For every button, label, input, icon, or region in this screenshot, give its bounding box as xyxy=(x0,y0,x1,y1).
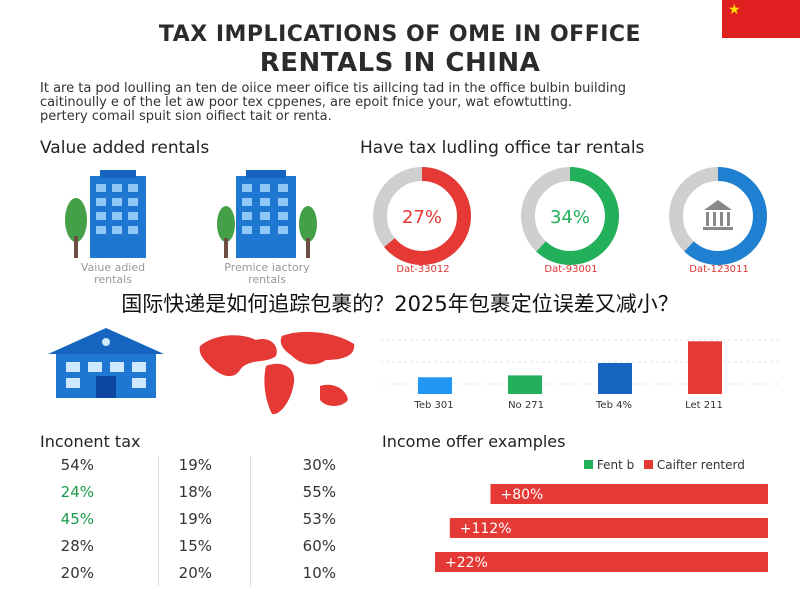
donut-caption-1: Dat-33012 xyxy=(396,264,450,275)
caption-line: rentals xyxy=(248,273,286,286)
donut-arc xyxy=(521,167,619,265)
donut-arc xyxy=(669,167,767,265)
intro-line-3: pertery comail spuit sion oifiect tait o… xyxy=(40,109,332,124)
donut-value-label: 27% xyxy=(402,207,442,228)
chart-legend: Fent b Caifter renterd xyxy=(584,458,745,472)
page-title-line2: RENTALS IN CHINA xyxy=(259,48,541,78)
column-label-4: Let 211 xyxy=(685,400,723,411)
column-chart xyxy=(380,339,780,394)
building-icon-1 xyxy=(65,170,146,258)
donut-group: 27% 34% xyxy=(373,167,767,265)
legend-label-2: Caifter renterd xyxy=(656,458,745,472)
bank-pillar xyxy=(720,212,723,226)
column-label-1: Teb 301 xyxy=(414,400,454,411)
chart-title: Income offer examples xyxy=(382,432,566,451)
table-cell: 18% xyxy=(178,483,212,501)
column-label-3: Teb 4% xyxy=(596,400,632,411)
column-bar xyxy=(418,377,452,394)
table-cell: 54% xyxy=(60,456,94,474)
table-cell: 20% xyxy=(60,564,94,582)
table-cell: 10% xyxy=(302,564,336,582)
intro-line-2: caitinoully e of the let aw poor tex cpp… xyxy=(40,95,573,110)
table-cell: 28% xyxy=(60,537,94,555)
table-cell: 19% xyxy=(178,510,212,528)
table-cell: 55% xyxy=(302,483,336,501)
table-divider xyxy=(250,456,251,586)
table-cell: 15% xyxy=(178,537,212,555)
bank-base xyxy=(703,227,733,230)
caption-line: rentals xyxy=(94,273,132,286)
table-cell: 60% xyxy=(302,537,336,555)
income-bar-label: +22% xyxy=(445,555,488,571)
table-cell: 53% xyxy=(302,510,336,528)
legend-swatch-red xyxy=(644,460,654,469)
table-cell: 30% xyxy=(302,456,336,474)
column-bar xyxy=(508,375,542,394)
legend-label-1: Fent b xyxy=(596,458,635,472)
income-bar xyxy=(435,552,768,572)
income-bar-chart: +80% +112% +22% xyxy=(435,484,768,572)
table-cell: 19% xyxy=(178,456,212,474)
income-bar-label: +112% xyxy=(460,521,512,537)
caption-line: Vaiue adied xyxy=(80,261,146,274)
building-icon-2 xyxy=(217,170,317,258)
donut-caption-3: Dat-123011 xyxy=(689,264,749,275)
flag-star-icon: ★ xyxy=(728,2,741,18)
donut-value-label: 34% xyxy=(550,207,590,228)
overlay-headline: 国际快递是如何追踪包裹的？2025年包裹定位误差又减小？ xyxy=(0,288,800,320)
column-label-2: No 271 xyxy=(508,400,544,411)
donut-caption-2: Dat-93001 xyxy=(544,264,598,275)
income-bar xyxy=(449,518,768,538)
table-cell: 24% xyxy=(60,483,94,501)
left-section-title: Value added rentals xyxy=(40,138,210,158)
column-bar xyxy=(688,341,722,394)
bank-pillar xyxy=(706,212,709,226)
bank-icon xyxy=(703,200,733,230)
bank-pillar xyxy=(713,212,716,226)
page-title-line1: TAX IMPLICATIONS OF OME IN OFFICE xyxy=(158,22,642,47)
caption-line: Premice iactory xyxy=(224,261,310,274)
income-bar-label: +80% xyxy=(501,487,544,503)
table-divider xyxy=(158,456,159,586)
world-map-icon xyxy=(199,331,355,415)
column-bar xyxy=(598,363,632,394)
table-title: Inconent tax xyxy=(40,432,141,451)
intro-line-1: It are ta pod loulling an ten de oiice m… xyxy=(40,81,626,96)
donut-arc xyxy=(373,167,471,265)
legend-swatch-green xyxy=(584,460,593,469)
bank-roof xyxy=(704,200,732,210)
table-cell: 20% xyxy=(178,564,212,582)
right-section-title: Have tax ludling office tar rentals xyxy=(360,138,645,158)
house-icon xyxy=(48,328,164,398)
flag-icon: ★ xyxy=(722,0,800,38)
building-caption-2: Premice iactory rentals xyxy=(212,262,322,286)
building-caption-1: Vaiue adied rentals xyxy=(58,262,168,286)
bank-pillar xyxy=(727,212,730,226)
table-cell: 45% xyxy=(60,510,94,528)
income-bar xyxy=(490,484,768,504)
